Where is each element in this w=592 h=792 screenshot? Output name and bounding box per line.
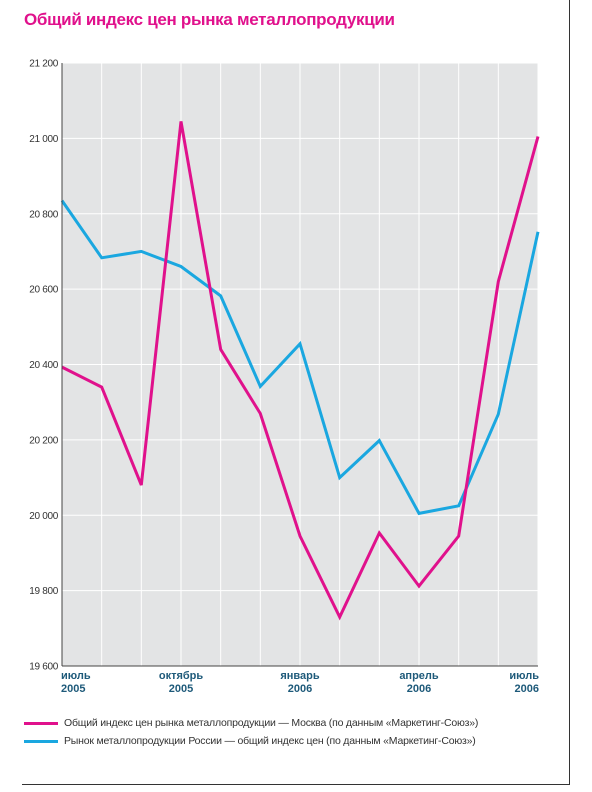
x-tick-label-year: 2006 bbox=[288, 683, 312, 695]
x-axis: июль2005октябрь2005январь2006апрель2006и… bbox=[61, 665, 539, 695]
grid-lines bbox=[62, 62, 539, 666]
y-tick-label: 20 400 bbox=[29, 360, 59, 371]
x-tick-label-year: 2005 bbox=[61, 683, 85, 695]
legend-item-moscow: Общий индекс цен рынка металлопродукции … bbox=[24, 714, 478, 732]
y-tick-label: 20 800 bbox=[29, 209, 59, 220]
legend: Общий индекс цен рынка металлопродукции … bbox=[24, 714, 478, 750]
y-tick-label: 20 000 bbox=[29, 511, 59, 522]
series-line-moscow bbox=[61, 121, 540, 621]
legend-swatch-moscow bbox=[24, 721, 58, 725]
y-tick-label: 20 600 bbox=[29, 285, 59, 296]
y-tick-label: 21 200 bbox=[29, 59, 59, 70]
y-tick-label: 19 800 bbox=[29, 586, 59, 597]
x-tick-label-month: январь bbox=[280, 670, 320, 682]
line-chart: 19 600 19 800 20 000 20 200 20 400 20 600 20 8… bbox=[29, 59, 540, 695]
legend-label-moscow: Общий индекс цен рынка металлопродукции … bbox=[64, 717, 479, 729]
y-axis: 19 600 19 800 20 000 20 200 20 400 20 600 20 8… bbox=[29, 59, 59, 673]
series-line-russia bbox=[60, 199, 540, 516]
x-tick-label-month: апрель bbox=[399, 670, 439, 682]
legend-item-russia: Рынок металлопродукции России — общий ин… bbox=[24, 732, 478, 750]
x-tick-label-year: 2005 bbox=[169, 683, 193, 695]
legend-swatch-russia bbox=[24, 739, 58, 743]
x-tick-label-year: 2006 bbox=[407, 683, 431, 695]
bottom-rule bbox=[22, 784, 570, 785]
legend-label-russia: Рынок металлопродукции России — общий ин… bbox=[64, 735, 476, 747]
y-tick-label: 21 000 bbox=[29, 134, 59, 145]
y-tick-label: 19 600 bbox=[29, 662, 59, 673]
x-tick-label-month: октябрь bbox=[159, 670, 204, 682]
x-tick-label-month: июль bbox=[509, 670, 539, 682]
y-tick-label: 20 200 bbox=[29, 435, 59, 446]
x-tick-label-month: июль bbox=[61, 670, 91, 682]
series-lines bbox=[60, 121, 540, 621]
x-tick-label-year: 2006 bbox=[515, 683, 539, 695]
right-rule bbox=[569, 0, 570, 785]
chart-title: Общий индекс цен рынка металлопродукции bbox=[24, 10, 395, 29]
